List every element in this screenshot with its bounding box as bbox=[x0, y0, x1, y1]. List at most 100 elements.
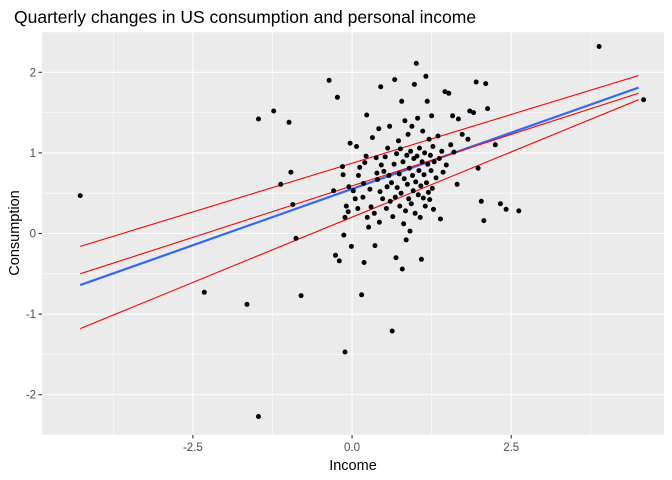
data-point bbox=[397, 146, 403, 152]
data-point bbox=[366, 224, 372, 230]
data-point bbox=[394, 151, 400, 157]
data-point bbox=[424, 180, 429, 186]
grid-lines bbox=[42, 31, 664, 436]
data-point bbox=[326, 77, 332, 83]
data-point bbox=[347, 140, 353, 146]
data-point bbox=[418, 256, 424, 262]
data-point bbox=[485, 106, 491, 112]
data-point bbox=[420, 195, 426, 201]
data-point bbox=[419, 159, 425, 165]
data-point bbox=[404, 152, 410, 158]
data-point bbox=[288, 169, 294, 175]
data-point bbox=[471, 110, 477, 116]
data-point bbox=[412, 210, 418, 216]
data-point bbox=[343, 203, 349, 209]
data-point bbox=[422, 203, 428, 209]
data-point bbox=[342, 349, 348, 355]
data-point bbox=[331, 188, 337, 194]
data-point bbox=[364, 112, 370, 118]
x-axis-title: Income bbox=[329, 458, 377, 474]
data-point bbox=[492, 142, 498, 148]
data-point bbox=[420, 128, 426, 134]
data-point bbox=[378, 162, 384, 168]
data-point bbox=[473, 79, 479, 85]
data-point bbox=[403, 237, 409, 243]
data-point bbox=[376, 126, 382, 132]
data-point bbox=[418, 183, 424, 189]
data-point bbox=[374, 170, 380, 176]
data-point bbox=[429, 185, 435, 191]
data-point bbox=[389, 180, 394, 186]
data-point bbox=[367, 186, 373, 192]
data-point bbox=[497, 201, 503, 207]
data-point bbox=[375, 177, 380, 182]
data-point bbox=[290, 202, 296, 207]
data-point bbox=[369, 135, 375, 141]
data-point bbox=[361, 181, 366, 186]
data-point bbox=[516, 208, 522, 214]
data-point bbox=[429, 113, 435, 119]
data-point bbox=[475, 165, 481, 171]
data-point bbox=[433, 175, 439, 181]
data-point bbox=[345, 209, 351, 215]
y-tick-label: 0 bbox=[30, 229, 36, 241]
data-point bbox=[641, 97, 647, 103]
data-point bbox=[410, 188, 416, 194]
data-point bbox=[413, 60, 419, 66]
data-point bbox=[405, 131, 411, 137]
upper-interval-line bbox=[80, 74, 639, 247]
data-point bbox=[286, 119, 292, 125]
data-point bbox=[377, 189, 383, 195]
data-point bbox=[408, 148, 414, 154]
fit-line bbox=[79, 86, 639, 287]
x-tick-label: -2.5 bbox=[183, 442, 203, 454]
data-point bbox=[503, 206, 509, 212]
data-point bbox=[430, 144, 436, 149]
data-point bbox=[378, 84, 384, 90]
data-point bbox=[359, 292, 365, 298]
data-point bbox=[478, 198, 484, 204]
data-point bbox=[373, 155, 379, 161]
data-point bbox=[391, 161, 397, 167]
data-point bbox=[414, 153, 420, 159]
data-point bbox=[400, 159, 406, 165]
data-point bbox=[421, 172, 427, 178]
data-point bbox=[406, 196, 412, 202]
data-point bbox=[394, 185, 400, 191]
data-point bbox=[398, 190, 404, 196]
data-point bbox=[454, 181, 460, 187]
data-point bbox=[385, 145, 391, 151]
data-point bbox=[293, 235, 299, 241]
data-point bbox=[596, 44, 602, 49]
data-point bbox=[298, 293, 304, 299]
data-point bbox=[363, 153, 369, 159]
y-tick-label: -2 bbox=[26, 390, 36, 402]
data-point bbox=[336, 258, 342, 264]
data-point bbox=[334, 94, 340, 100]
data-point bbox=[392, 194, 398, 200]
data-point bbox=[404, 181, 410, 187]
data-point bbox=[435, 133, 441, 139]
lower-interval-line bbox=[79, 99, 639, 330]
data-point bbox=[256, 116, 261, 122]
data-point bbox=[426, 136, 432, 142]
data-point bbox=[372, 243, 378, 249]
data-point bbox=[362, 160, 368, 166]
data-point bbox=[376, 219, 382, 225]
data-point bbox=[354, 144, 359, 149]
data-point bbox=[393, 255, 399, 261]
data-point bbox=[341, 232, 347, 238]
data-point bbox=[355, 206, 361, 211]
data-point bbox=[387, 198, 393, 204]
data-point bbox=[467, 108, 473, 114]
data-point bbox=[427, 197, 433, 203]
data-point bbox=[406, 165, 412, 171]
data-point bbox=[357, 164, 363, 170]
data-point bbox=[408, 201, 414, 207]
data-point bbox=[459, 131, 465, 137]
data-point bbox=[348, 243, 354, 249]
data-point bbox=[355, 173, 361, 178]
chart-title: Quarterly changes in US consumption and … bbox=[14, 7, 476, 27]
x-tick-label: 2.5 bbox=[503, 442, 519, 454]
